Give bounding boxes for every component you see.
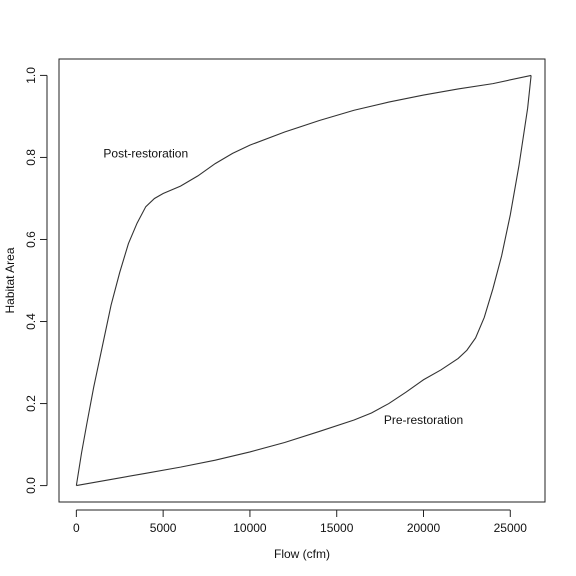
- y-tick-label: 0.6: [24, 231, 38, 248]
- annotation-label: Post-restoration: [103, 146, 188, 160]
- x-tick-label: 20000: [407, 521, 441, 535]
- series-line-2: [76, 75, 532, 487]
- annotation-label: Pre-restoration: [384, 413, 463, 427]
- plot-area: [58, 58, 546, 503]
- y-tick-label: 0.4: [24, 313, 38, 330]
- plot-frame: [58, 58, 546, 503]
- x-tick-label: 25000: [494, 521, 528, 535]
- y-tick-label: 0.2: [24, 395, 38, 412]
- x-tick-label: 15000: [320, 521, 354, 535]
- y-axis-ticks: 0.0 0.2 0.4 0.6 0.8 1.0: [24, 67, 47, 494]
- y-axis-title: Habitat Area: [3, 247, 17, 313]
- x-tick-label: 0: [73, 521, 80, 535]
- y-tick-label: 0.0: [24, 477, 38, 494]
- x-axis-ticks: 0 5000 10000 15000 20000 25000: [73, 510, 527, 535]
- annotation-layer: Post-restoration Pre-restoration: [103, 146, 463, 427]
- x-tick-label: 10000: [233, 521, 267, 535]
- series-layer: [75, 74, 532, 487]
- series-line-1: [75, 74, 532, 486]
- x-axis-title: Flow (cfm): [274, 547, 330, 561]
- x-tick-label: 5000: [150, 521, 177, 535]
- y-tick-label: 0.8: [24, 149, 38, 166]
- y-tick-label: 1.0: [24, 67, 38, 84]
- axes: 0 5000 10000 15000 20000 25000 0.00.20.40.60.…: [24, 67, 527, 535]
